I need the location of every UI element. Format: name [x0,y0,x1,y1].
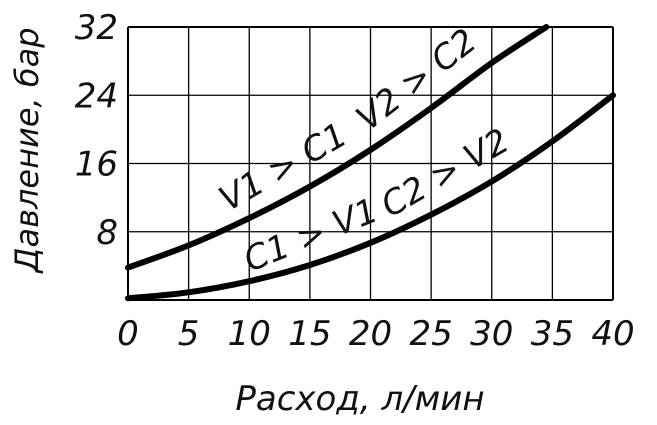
x-axis-title: Расход, л/мин [235,379,484,419]
y-tick-label-8: 8 [96,213,118,253]
y-tick-label-24: 24 [75,76,118,116]
grid [127,26,614,301]
series-lines [125,24,616,302]
x-tick-label-40: 40 [591,314,634,354]
x-tick-label-35: 35 [531,314,574,354]
series-line-1 [125,24,550,271]
x-tick-label-5: 5 [178,314,200,354]
x-tick-label-25: 25 [409,314,452,354]
x-tick-label-10: 10 [228,314,271,354]
y-tick-label-32: 32 [75,8,118,48]
y-axis-title: Давление, бар [8,27,46,274]
x-tick-label-30: 30 [470,314,513,354]
x-tick-label-20: 20 [349,314,392,354]
tick-labels: 0 5 10 15 20 25 30 35 40 8 16 24 32 [75,8,635,354]
x-tick-label-0: 0 [117,314,139,354]
y-tick-label-16: 16 [75,145,118,185]
series-line-2 [125,92,616,302]
x-tick-label-15: 15 [288,314,331,354]
